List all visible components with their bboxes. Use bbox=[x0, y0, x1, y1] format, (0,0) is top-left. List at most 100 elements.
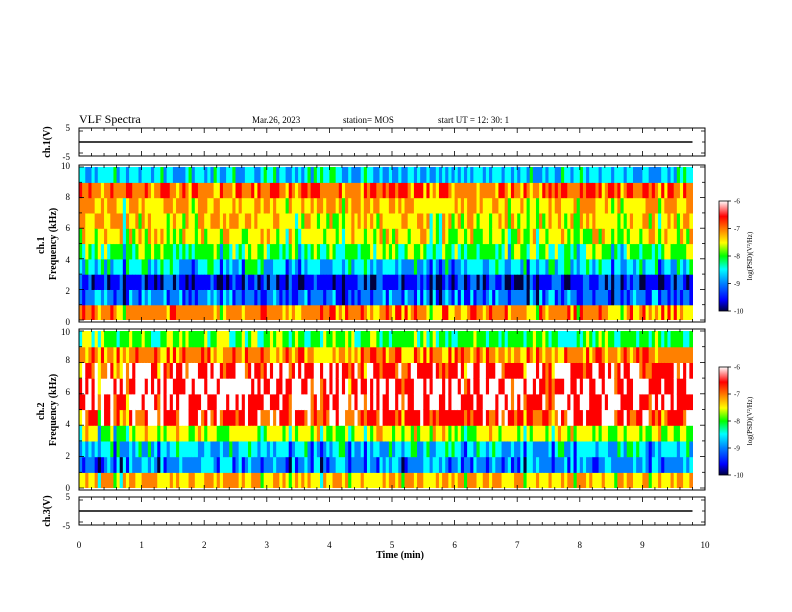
spectrogram-cell bbox=[116, 228, 121, 245]
spectrogram-cell bbox=[586, 393, 590, 411]
spectrogram-cell bbox=[392, 212, 396, 229]
spectrogram-cell bbox=[633, 228, 637, 245]
spectrogram-cell bbox=[207, 167, 212, 183]
spectrogram-cell bbox=[348, 289, 352, 306]
spectrogram-cell bbox=[388, 228, 393, 245]
spectrogram-cell bbox=[348, 440, 352, 458]
spectrogram-cell bbox=[348, 274, 352, 290]
spectrogram-cell bbox=[279, 228, 284, 245]
spectrogram-cell bbox=[216, 289, 221, 306]
spectrogram-cell bbox=[442, 304, 446, 320]
spectrogram-cell bbox=[144, 472, 149, 488]
spectrogram-cell bbox=[226, 362, 230, 379]
spectrogram-cell bbox=[263, 346, 268, 363]
spectrogram-cell bbox=[323, 378, 327, 395]
spectrogram-cell bbox=[470, 304, 474, 320]
spectrogram-cell bbox=[301, 182, 305, 199]
spectrogram-cell bbox=[429, 362, 434, 379]
spectrogram-cell bbox=[113, 346, 118, 363]
spectrogram-cell bbox=[94, 197, 99, 214]
spectrogram-cell bbox=[636, 182, 640, 199]
spectrogram-cell bbox=[398, 425, 402, 442]
spectrogram-cell bbox=[222, 472, 227, 488]
spectrogram-cell bbox=[298, 331, 302, 348]
spectrogram-cell bbox=[125, 362, 130, 379]
spectrogram-cell bbox=[473, 212, 478, 229]
spectrogram-cell bbox=[623, 212, 628, 229]
spectrogram-cell bbox=[385, 212, 390, 229]
spectrogram-cell bbox=[226, 346, 230, 363]
spectrogram-cell bbox=[476, 228, 481, 245]
spectrogram-cell bbox=[294, 378, 299, 395]
spectrogram-cell bbox=[601, 331, 606, 348]
spectrogram-cell bbox=[673, 331, 678, 348]
spectrogram-cell bbox=[507, 425, 512, 442]
spectrogram-cell bbox=[216, 258, 221, 275]
spectrogram-cell bbox=[454, 258, 459, 275]
spectrogram-cell bbox=[564, 274, 568, 290]
spectrogram-cell bbox=[357, 362, 362, 379]
spectrogram-cell bbox=[269, 456, 274, 473]
spectrogram-cell bbox=[188, 362, 193, 379]
spectrogram-cell bbox=[91, 409, 96, 426]
spectrogram-cell bbox=[363, 304, 368, 320]
spectrogram-cell bbox=[388, 456, 393, 473]
spectrogram-cell bbox=[244, 362, 249, 379]
spectrogram-cell bbox=[357, 425, 362, 442]
spectrogram-cell bbox=[376, 393, 381, 411]
spectrogram-cell bbox=[316, 212, 321, 229]
spectrogram-cell bbox=[679, 425, 684, 442]
spectrogram-cell bbox=[561, 362, 565, 379]
spectrogram-cell bbox=[636, 331, 640, 348]
spectrogram-cell bbox=[517, 440, 521, 458]
spectrogram-cell bbox=[135, 182, 140, 199]
time-tick-label: 10 bbox=[701, 540, 711, 550]
spectrogram-cell bbox=[510, 362, 515, 379]
spectrogram-cell bbox=[263, 472, 268, 488]
spectrogram-cell bbox=[476, 197, 481, 214]
spectrogram-cell bbox=[104, 228, 108, 245]
spectrogram-cell bbox=[304, 378, 309, 395]
spectrogram-cell bbox=[150, 228, 155, 245]
spectrogram-cell bbox=[432, 258, 437, 275]
spectrogram-cell bbox=[279, 182, 284, 199]
spectrogram-cell bbox=[654, 243, 659, 260]
spectrogram-cell bbox=[667, 440, 672, 458]
spectrogram-cell bbox=[219, 197, 224, 214]
spectrogram-cell bbox=[163, 289, 168, 306]
spectrogram-cell bbox=[648, 409, 653, 426]
spectrogram-cell bbox=[110, 393, 115, 411]
spectrogram-cell bbox=[320, 228, 324, 245]
spectrogram-cell bbox=[251, 212, 255, 229]
spectrogram-cell bbox=[97, 346, 102, 363]
ch1-spectrogram-ticks bbox=[78, 165, 706, 322]
spectrogram-cell bbox=[216, 472, 221, 488]
spectrogram-cell bbox=[673, 274, 678, 290]
spectrogram-cell bbox=[570, 425, 575, 442]
spectrogram-cell bbox=[345, 346, 349, 363]
spectrogram-cell bbox=[438, 274, 443, 290]
spectrogram-cell bbox=[248, 346, 252, 363]
spectrogram-cell bbox=[154, 378, 158, 395]
spectrogram-cell bbox=[160, 212, 165, 229]
spectrogram-cell bbox=[617, 228, 622, 245]
spectrogram-cell bbox=[310, 472, 315, 488]
spectrogram-cell bbox=[551, 212, 556, 229]
spectrogram-cell bbox=[338, 228, 343, 245]
spectrogram-cell bbox=[197, 331, 202, 348]
spectrogram-cell bbox=[679, 182, 684, 199]
spectrogram-cell bbox=[119, 212, 124, 229]
spectrogram-cell bbox=[138, 393, 143, 411]
spectrogram-cell bbox=[348, 304, 352, 320]
spectrogram-cell bbox=[382, 167, 387, 183]
spectrogram-cell bbox=[564, 425, 568, 442]
spectrogram-cell bbox=[122, 425, 127, 442]
spectrogram-cell bbox=[526, 212, 531, 229]
spectrogram-cell bbox=[423, 182, 428, 199]
spectrogram-cell bbox=[573, 182, 578, 199]
spectrogram-cell bbox=[498, 197, 503, 214]
spectrogram-cell bbox=[125, 182, 130, 199]
spectrogram-cell bbox=[226, 440, 230, 458]
spectrogram-cell bbox=[451, 331, 456, 348]
spectrogram-cell bbox=[445, 182, 449, 199]
